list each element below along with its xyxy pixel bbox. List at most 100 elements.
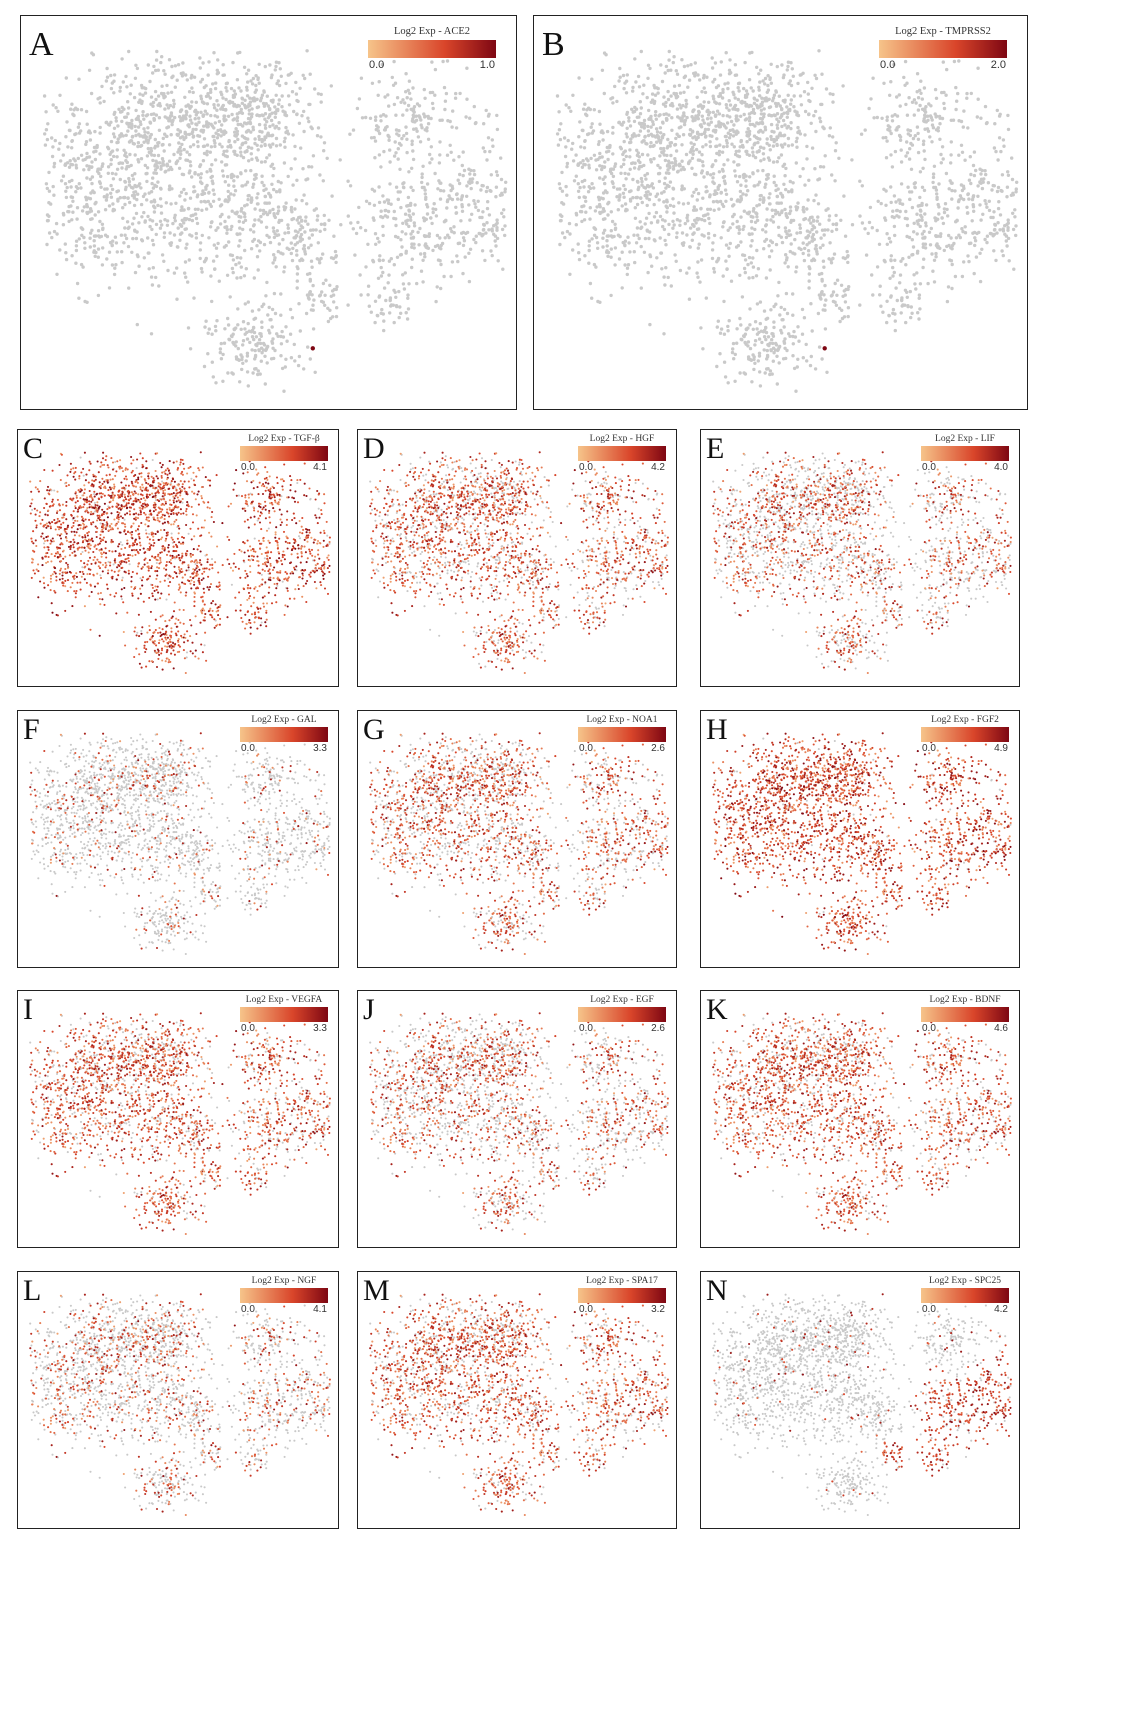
cell-point (603, 160, 607, 164)
cell-point (234, 262, 238, 267)
cell-point (767, 196, 771, 200)
cell-point (753, 320, 758, 324)
cell-point (397, 315, 401, 320)
cell-point (472, 169, 476, 173)
cell-point (198, 248, 202, 252)
cell-point (223, 114, 227, 118)
cell-point (923, 127, 927, 131)
colorbar-gradient (879, 40, 1007, 58)
cell-point (152, 64, 156, 69)
cell-point (134, 236, 139, 241)
cell-point (576, 182, 580, 186)
cell-point (166, 91, 170, 95)
cell-point (209, 90, 213, 95)
cell-point (970, 219, 974, 223)
cell-point (789, 102, 793, 106)
cell-point (984, 202, 988, 206)
cell-point (559, 218, 563, 223)
cell-point (483, 149, 487, 154)
cell-point (446, 233, 450, 237)
cell-point (805, 229, 810, 233)
cell-point (377, 80, 381, 84)
cell-point (245, 337, 250, 341)
cell-point (700, 160, 705, 164)
cell-point (79, 456, 82, 459)
cell-point (623, 187, 627, 192)
cell-point (911, 245, 916, 249)
cell-point (405, 108, 409, 112)
cell-point (691, 152, 695, 156)
cell-point (762, 146, 766, 150)
cell-point (298, 329, 302, 333)
cell-point (914, 287, 918, 291)
cell-point (640, 183, 644, 187)
cell-point (159, 167, 163, 171)
cell-point (236, 357, 240, 362)
cell-point (51, 184, 55, 189)
cell-point (757, 88, 761, 92)
cell-point (136, 144, 140, 149)
cell-point (626, 235, 630, 239)
cell-point (155, 49, 159, 54)
cell-point (332, 287, 337, 292)
cell-point (644, 177, 648, 181)
cell-point (123, 226, 127, 230)
cell-point (430, 60, 434, 64)
cell-point (805, 207, 809, 211)
cell-point (708, 140, 712, 144)
cell-point (231, 258, 236, 262)
cell-point (279, 74, 283, 78)
cell-point (267, 201, 271, 205)
cell-point (261, 113, 265, 118)
cell-point (52, 229, 57, 234)
cell-point (997, 136, 1002, 140)
cell-point (637, 121, 642, 125)
panel-letter: A (29, 28, 54, 62)
cell-point (616, 208, 620, 212)
cell-point (771, 214, 775, 219)
cell-point (210, 220, 214, 224)
cell-point (993, 223, 998, 227)
cell-point (302, 243, 306, 248)
cell-point (270, 341, 275, 345)
cell-point (297, 221, 301, 225)
cell-point (214, 381, 218, 385)
cell-point (758, 94, 762, 98)
cell-point (147, 191, 151, 195)
cell-point (233, 130, 237, 134)
cell-point (132, 216, 136, 220)
cell-point (293, 243, 297, 247)
cell-point (425, 182, 430, 186)
cell-point (96, 234, 101, 238)
cell-point (460, 163, 464, 168)
cell-point (622, 195, 626, 199)
cell-point (751, 265, 756, 269)
cell-point (641, 139, 646, 143)
cell-point (229, 227, 233, 232)
cell-point (722, 299, 726, 304)
cell-point (151, 100, 156, 105)
cell-point (250, 82, 255, 86)
cell-point (123, 187, 128, 192)
cell-point (557, 128, 562, 132)
cell-point (359, 293, 363, 297)
cell-point (626, 263, 631, 267)
cell-point (293, 359, 297, 363)
cell-point (976, 194, 980, 198)
cell-point (247, 159, 251, 163)
cell-point (729, 279, 734, 283)
cell-point (126, 226, 130, 231)
cell-point (648, 66, 652, 71)
cell-point (669, 284, 673, 288)
cell-point (394, 185, 399, 189)
cell-point (122, 241, 126, 245)
cell-point (77, 237, 81, 241)
cell-point (97, 167, 101, 171)
cell-point (112, 154, 116, 159)
cell-point (802, 258, 807, 263)
cell-point (472, 104, 476, 109)
cell-point (416, 135, 421, 139)
cell-point (683, 74, 688, 78)
cell-point (277, 220, 281, 224)
cell-point (893, 149, 898, 154)
